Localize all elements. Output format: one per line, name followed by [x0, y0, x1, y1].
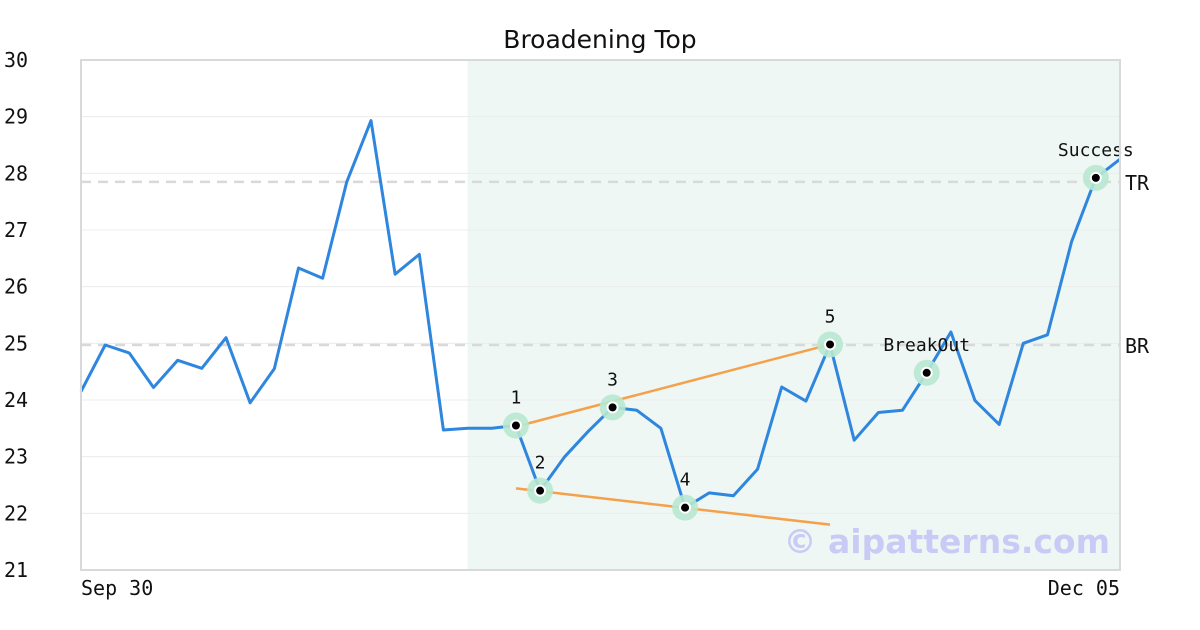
highlight-region-layer	[467, 60, 1121, 570]
series-layer	[79, 119, 1121, 510]
pattern-point	[509, 419, 522, 432]
reference-line-layer: TR BR	[81, 171, 1150, 358]
chart-title: Broadening Top	[503, 25, 696, 54]
pattern-point	[824, 338, 837, 351]
x-tick-label: Sep 30	[81, 576, 153, 600]
x-tick-label: Dec 05	[1048, 576, 1120, 600]
pattern-point	[1089, 171, 1102, 184]
pattern-point-layer: 1 2 3 4 5 BreakOut Success	[502, 140, 1134, 521]
y-tick-label: 23	[4, 445, 28, 469]
pattern-point-label: 5	[825, 306, 836, 327]
pattern-point	[679, 501, 692, 514]
y-tick-label: 27	[4, 218, 28, 242]
x-tick-layer: Sep 30 Dec 05	[81, 576, 1120, 600]
pattern-point-label: 4	[680, 470, 691, 491]
y-tick-label: 30	[4, 48, 28, 72]
reference-line-label: BR	[1125, 334, 1150, 358]
y-tick-label: 29	[4, 105, 28, 129]
plot-frame	[80, 59, 1121, 571]
grid-layer	[81, 59, 1120, 571]
pattern-point-label: Success	[1058, 140, 1134, 161]
pattern-point	[920, 366, 933, 379]
y-tick-label: 28	[4, 161, 28, 185]
trend-line	[515, 343, 831, 428]
y-tick-label: 21	[4, 558, 28, 582]
y-tick-label: 24	[4, 388, 28, 412]
y-tick-layer: 21 22 23 24 25 26 27 28 29 30	[4, 48, 28, 582]
pattern-point	[534, 484, 547, 497]
y-tick-label: 26	[4, 275, 28, 299]
watermark: © aipatterns.com	[784, 522, 1110, 561]
pattern-point-label: 3	[607, 369, 618, 390]
pattern-point-label: 1	[511, 388, 522, 409]
series-line	[79, 119, 1121, 510]
y-tick-label: 25	[4, 331, 28, 355]
y-tick-label: 22	[4, 501, 28, 525]
highlight-region	[467, 60, 1121, 570]
pattern-point	[606, 401, 619, 414]
pattern-point-label: BreakOut	[883, 335, 970, 356]
pattern-point-label: 2	[535, 453, 546, 474]
reference-line-label: TR	[1125, 171, 1150, 195]
